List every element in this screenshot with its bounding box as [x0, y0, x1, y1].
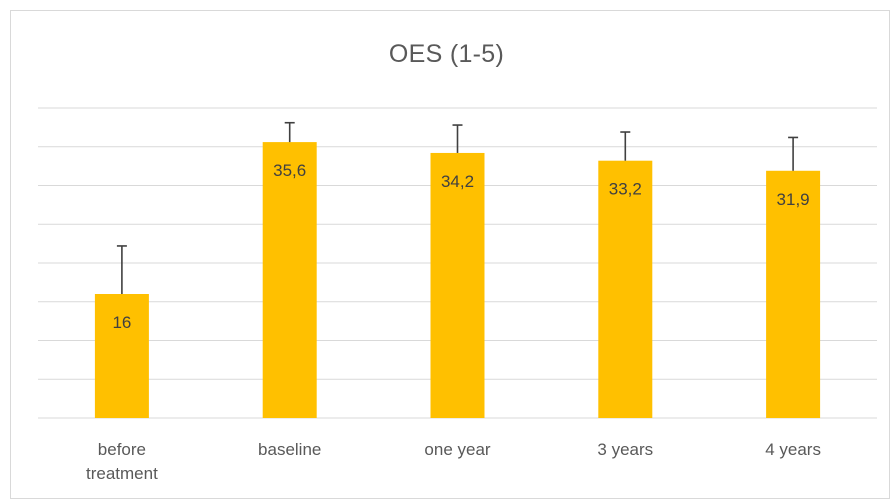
data-label: 34,2 — [441, 172, 474, 191]
bars — [94, 142, 821, 418]
bar — [598, 160, 653, 418]
data-label: 33,2 — [609, 180, 642, 199]
x-tick-label: before — [98, 440, 146, 459]
data-label: 35,6 — [273, 161, 306, 180]
x-tick-label: treatment — [86, 464, 158, 483]
x-tick-label: 4 years — [765, 440, 821, 459]
bar — [94, 294, 149, 418]
data-label: 16 — [112, 313, 131, 332]
bar — [430, 152, 485, 418]
bar — [262, 142, 317, 418]
error-bars — [116, 121, 799, 294]
x-tick-label: one year — [424, 440, 490, 459]
x-tick-label: 3 years — [597, 440, 653, 459]
x-tick-label: baseline — [258, 440, 321, 459]
x-tick-labels: before treatment baseline one year 3 years 4 … — [86, 440, 821, 483]
chart-title: OES (1-5) — [388, 40, 505, 68]
data-labels: 16 35,6 34,2 33,2 31,9 — [112, 161, 809, 332]
data-label: 31,9 — [777, 190, 810, 209]
bar — [766, 170, 821, 418]
